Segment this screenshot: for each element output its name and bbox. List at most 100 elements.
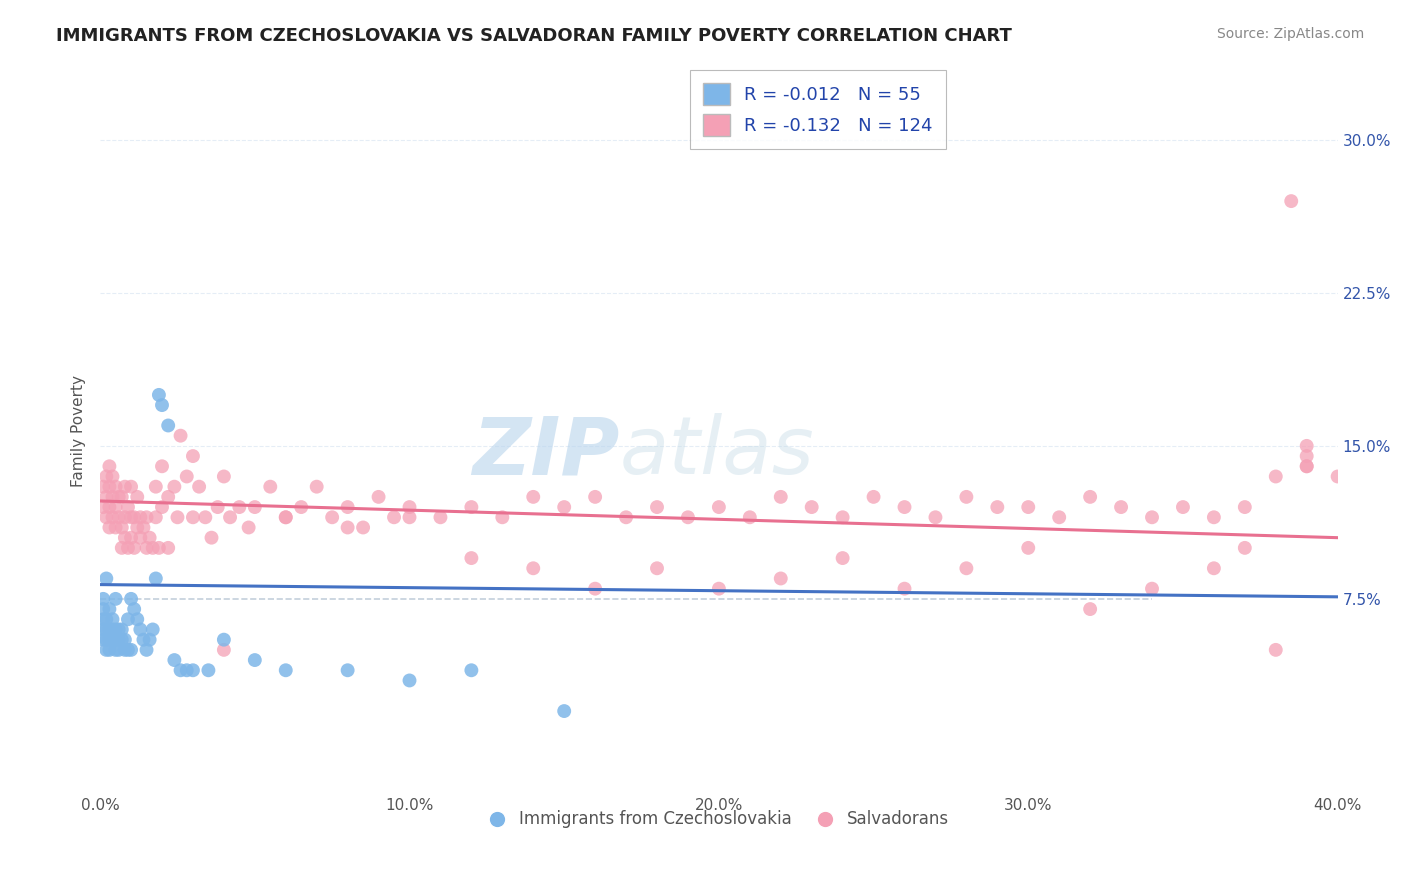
Point	[120, 531, 142, 545]
Point	[98, 623, 121, 637]
Point	[1295, 459, 1317, 474]
Point	[274, 663, 297, 677]
Point	[553, 704, 575, 718]
Point	[290, 500, 312, 514]
Point	[120, 510, 142, 524]
Point	[129, 623, 152, 637]
Point	[181, 510, 204, 524]
Text: IMMIGRANTS FROM CZECHOSLOVAKIA VS SALVADORAN FAMILY POVERTY CORRELATION CHART: IMMIGRANTS FROM CZECHOSLOVAKIA VS SALVAD…	[56, 27, 1012, 45]
Point	[91, 500, 114, 514]
Point	[1017, 500, 1039, 514]
Text: atlas: atlas	[620, 413, 814, 491]
Point	[553, 500, 575, 514]
Legend: Immigrants from Czechoslovakia, Salvadorans: Immigrants from Czechoslovakia, Salvador…	[482, 804, 956, 835]
Point	[1078, 490, 1101, 504]
Point	[117, 643, 139, 657]
Point	[111, 541, 134, 555]
Point	[107, 632, 129, 647]
Point	[114, 531, 136, 545]
Point	[104, 591, 127, 606]
Point	[336, 663, 359, 677]
Point	[104, 643, 127, 657]
Point	[212, 632, 235, 647]
Point	[614, 510, 637, 524]
Point	[924, 510, 946, 524]
Point	[398, 510, 420, 524]
Point	[101, 623, 124, 637]
Point	[96, 612, 118, 626]
Point	[181, 449, 204, 463]
Point	[104, 520, 127, 534]
Point	[522, 561, 544, 575]
Point	[96, 643, 118, 657]
Point	[107, 490, 129, 504]
Point	[127, 490, 149, 504]
Point	[955, 561, 977, 575]
Point	[96, 469, 118, 483]
Point	[98, 459, 121, 474]
Point	[460, 551, 482, 566]
Point	[491, 510, 513, 524]
Point	[157, 418, 180, 433]
Point	[398, 673, 420, 688]
Point	[122, 602, 145, 616]
Point	[1326, 469, 1348, 483]
Point	[145, 572, 167, 586]
Point	[259, 480, 281, 494]
Point	[336, 520, 359, 534]
Point	[96, 632, 118, 647]
Point	[148, 541, 170, 555]
Point	[1233, 541, 1256, 555]
Point	[831, 510, 853, 524]
Point	[101, 469, 124, 483]
Point	[1202, 510, 1225, 524]
Point	[382, 510, 405, 524]
Point	[645, 500, 668, 514]
Point	[117, 612, 139, 626]
Point	[157, 490, 180, 504]
Point	[831, 551, 853, 566]
Point	[738, 510, 761, 524]
Point	[138, 632, 160, 647]
Point	[107, 623, 129, 637]
Point	[101, 612, 124, 626]
Point	[336, 500, 359, 514]
Point	[238, 520, 260, 534]
Point	[197, 663, 219, 677]
Point	[104, 480, 127, 494]
Point	[212, 469, 235, 483]
Point	[707, 582, 730, 596]
Point	[98, 632, 121, 647]
Point	[122, 541, 145, 555]
Point	[1279, 194, 1302, 208]
Text: Source: ZipAtlas.com: Source: ZipAtlas.com	[1216, 27, 1364, 41]
Point	[104, 623, 127, 637]
Point	[98, 520, 121, 534]
Point	[96, 623, 118, 637]
Point	[150, 459, 173, 474]
Point	[169, 663, 191, 677]
Point	[274, 510, 297, 524]
Point	[188, 480, 211, 494]
Point	[98, 602, 121, 616]
Point	[98, 480, 121, 494]
Point	[645, 561, 668, 575]
Point	[352, 520, 374, 534]
Point	[132, 632, 155, 647]
Point	[111, 623, 134, 637]
Point	[169, 428, 191, 442]
Point	[1295, 449, 1317, 463]
Point	[1295, 459, 1317, 474]
Point	[98, 500, 121, 514]
Point	[676, 510, 699, 524]
Point	[862, 490, 884, 504]
Point	[145, 510, 167, 524]
Point	[583, 582, 606, 596]
Point	[1017, 541, 1039, 555]
Point	[107, 510, 129, 524]
Point	[1202, 561, 1225, 575]
Point	[893, 582, 915, 596]
Point	[107, 643, 129, 657]
Point	[955, 490, 977, 504]
Point	[114, 632, 136, 647]
